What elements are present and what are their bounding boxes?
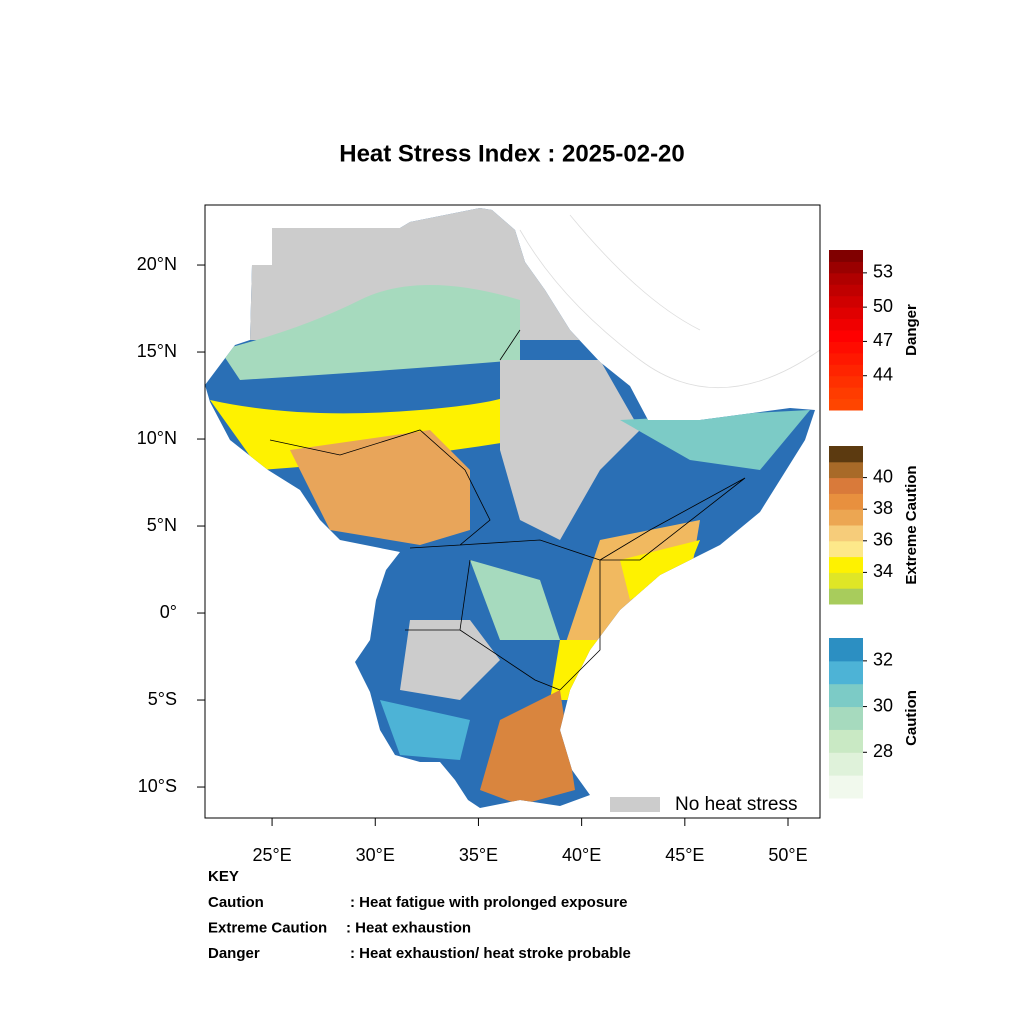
- colorbar-tick-label: 44: [873, 364, 893, 384]
- colorbar-segment: [829, 352, 863, 365]
- colorbar-segment: [829, 556, 863, 573]
- colorbar-title: Caution: [903, 690, 920, 746]
- colorbar-segment: [829, 318, 863, 331]
- colorbar-segment: [829, 284, 863, 297]
- borders: [269, 329, 746, 691]
- x-tick-label: 45°E: [665, 845, 704, 865]
- colorbar-segment: [829, 729, 863, 753]
- colorbar-segment: [829, 775, 863, 799]
- y-tick-label: 0°: [160, 602, 177, 622]
- legend-swatch: [610, 797, 660, 812]
- x-tick-label: 40°E: [562, 845, 601, 865]
- key-term: Danger: [208, 945, 260, 962]
- colorbar-tick-label: 40: [873, 466, 893, 486]
- x-tick-label: 50°E: [768, 845, 807, 865]
- y-tick-label: 10°S: [138, 776, 177, 796]
- colorbar-tick-label: 50: [873, 296, 893, 316]
- coast-lines: [519, 214, 821, 389]
- key-description: : Heat exhaustion: [346, 919, 471, 936]
- colorbar-tick-label: 47: [873, 330, 893, 350]
- x-tick-label: 25°E: [252, 845, 291, 865]
- colorbar-segment: [829, 638, 863, 662]
- colorbar-segment: [829, 540, 863, 558]
- key-term: Extreme Caution: [208, 919, 327, 936]
- colorbar-tick-label: 38: [873, 498, 893, 518]
- y-tick-label: 20°N: [137, 254, 177, 274]
- colorbar-segment: [829, 683, 863, 708]
- colorbar-segment: [829, 706, 863, 730]
- colorbar-segment: [829, 375, 863, 388]
- x-tick-label: 30°E: [356, 845, 395, 865]
- colorbar-tick-label: 30: [873, 695, 893, 715]
- map-frame: [204, 204, 821, 819]
- colorbar-segment: [829, 477, 863, 494]
- colorbar-segment: [829, 588, 863, 605]
- title: Heat Stress Index : 2025-02-20: [339, 140, 685, 167]
- colorbar-segment: [829, 387, 863, 400]
- colorbar-tick-label: 28: [873, 741, 893, 761]
- colorbar-segment: [829, 660, 863, 685]
- colorbar-segment: [829, 525, 863, 542]
- key-term: Caution: [208, 894, 264, 911]
- colorbar-segment: [829, 272, 863, 285]
- colorbar-segment: [829, 509, 863, 526]
- y-tick-label: 15°N: [137, 341, 177, 361]
- colorbar-segment: [829, 330, 863, 342]
- y-tick-label: 5°N: [147, 515, 177, 535]
- colorbar-segment: [829, 341, 863, 354]
- legend-label: No heat stress: [675, 794, 798, 815]
- colorbar-segment: [829, 261, 863, 274]
- colorbar-segment: [829, 295, 863, 308]
- colorbar-segment: [829, 446, 863, 463]
- colorbar-segment: [829, 307, 863, 320]
- y-tick-label: 5°S: [148, 689, 177, 709]
- colorbar-segment: [829, 752, 863, 776]
- colorbar-segment: [829, 398, 863, 411]
- colorbar-title: Extreme Caution: [903, 465, 920, 584]
- map-fill: [205, 208, 815, 808]
- colorbar-segment: [829, 572, 863, 589]
- key: KEY Caution : Heat fatigue with prolonged …: [208, 868, 631, 962]
- colorbar-tick-label: 36: [873, 530, 893, 550]
- x-tick-label: 35°E: [459, 845, 498, 865]
- key-title: KEY: [208, 868, 239, 885]
- colorbar-tick-label: 53: [873, 262, 893, 282]
- colorbar-segment: [829, 364, 863, 377]
- colorbar-tick-label: 34: [873, 561, 893, 581]
- key-description: : Heat exhaustion/ heat stroke probable: [350, 945, 631, 962]
- colorbar-segment: [829, 250, 863, 262]
- colorbar-tick-label: 32: [873, 650, 893, 670]
- key-description: : Heat fatigue with prolonged exposure: [350, 894, 628, 911]
- colorbar-title: Danger: [903, 304, 920, 356]
- colorbar-segment: [829, 461, 863, 479]
- y-tick-label: 10°N: [137, 428, 177, 448]
- colorbar-segment: [829, 493, 863, 510]
